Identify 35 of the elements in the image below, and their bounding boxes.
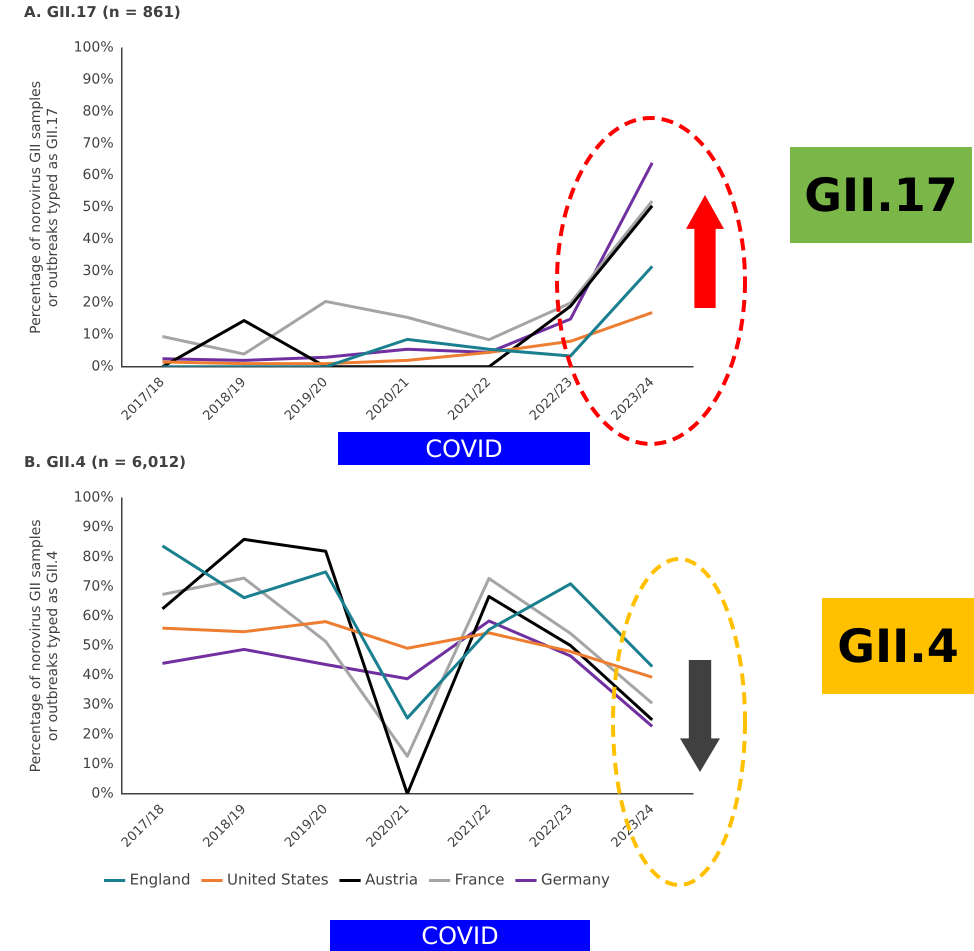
y-axis-title: Percentage of norovirus GII samples or outbreaks typed as GII.17 (28, 80, 61, 334)
y-tick-label: 10% (82, 756, 114, 772)
text: GII.4 (822, 598, 974, 694)
y-tick-label: 40% (82, 667, 114, 684)
y-axis-title: Percentage of norovirus GII samples or outbreaks typed as GII.4 (28, 519, 61, 772)
y-tick-label: 100% (74, 40, 114, 56)
y-tick-label: 70% (82, 578, 114, 594)
y-tick-label: 0% (91, 785, 114, 802)
y-tick-label: 80% (82, 103, 114, 120)
y-tick-label: 0% (91, 358, 114, 374)
y-tick-label: 90% (82, 72, 114, 88)
y-tick-label: 60% (82, 608, 114, 624)
y-tick-label: 30% (82, 262, 114, 279)
chart-title: B. GII.4 (n = 6,012) (24, 452, 186, 471)
y-tick-label: 60% (82, 167, 114, 184)
text: COVID (338, 432, 590, 465)
chart-title: A. GII.17 (n = 861) (24, 2, 181, 21)
y-tick-label: 50% (82, 199, 114, 216)
y-tick-label: 20% (82, 294, 114, 311)
y-tick-label: 10% (82, 326, 114, 343)
y-tick-label: 100% (74, 490, 114, 506)
y-tick-label: 30% (82, 696, 114, 713)
y-tick-label: 40% (82, 230, 114, 247)
text: GII.17 (790, 147, 972, 243)
y-tick-label: 50% (82, 638, 114, 654)
text: COVID (330, 920, 590, 951)
legend-label: Austria (365, 870, 418, 888)
legend-label: Germany (540, 870, 610, 888)
y-tick-label: 80% (82, 548, 114, 565)
legend-label: United States (227, 870, 329, 888)
legend-label: England (130, 870, 191, 888)
y-tick-label: 20% (82, 726, 114, 742)
legend-label: France (454, 870, 504, 888)
y-tick-label: 70% (82, 135, 114, 152)
y-tick-label: 90% (82, 519, 114, 536)
